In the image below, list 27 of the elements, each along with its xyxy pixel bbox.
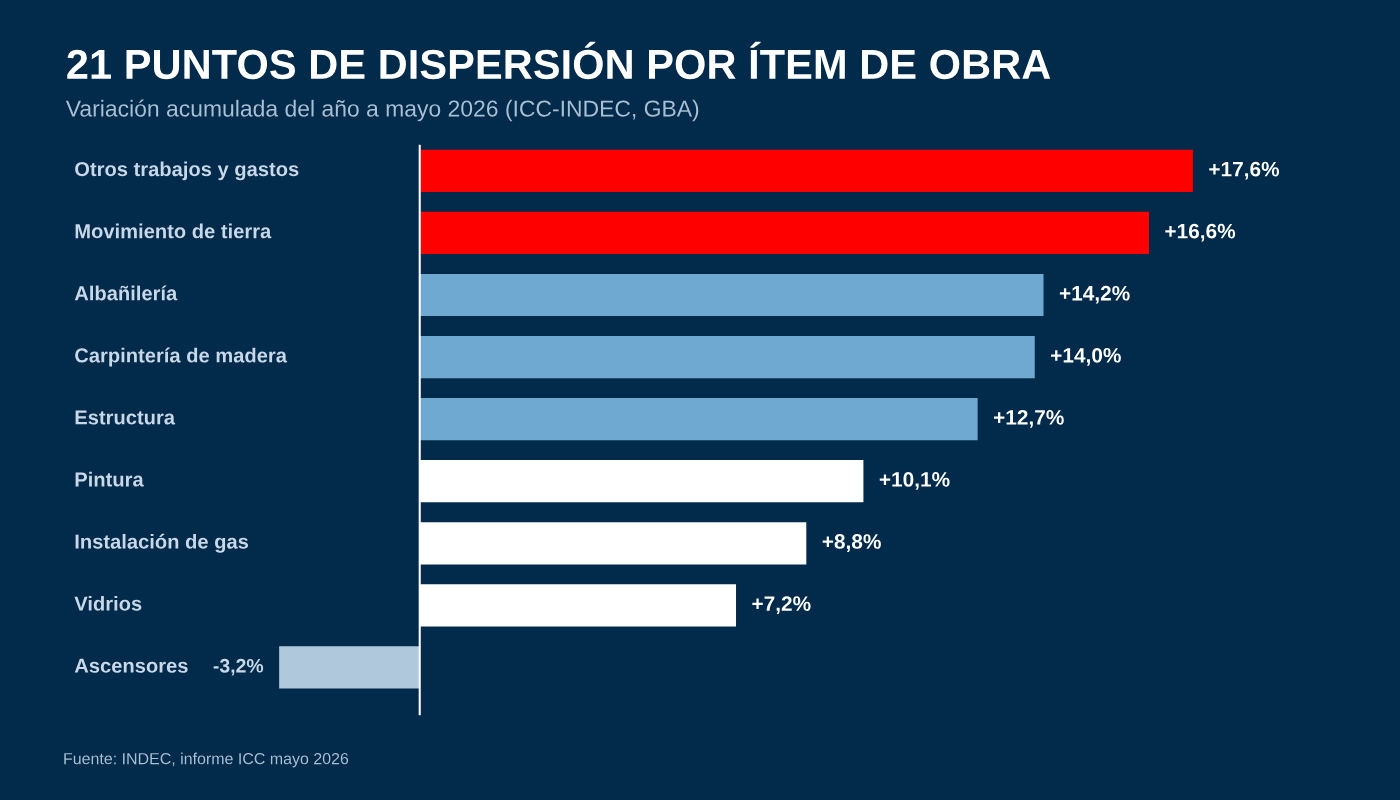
bar [419, 211, 1149, 255]
chart-title: 21 PUNTOS DE DISPERSIÓN POR ÍTEM DE OBRA [67, 41, 1051, 80]
y-tick-label: Movimiento de tierra [75, 223, 272, 239]
data-label: +14,2% [1059, 285, 1130, 304]
y-tick-label: Ascensores [74, 658, 188, 673]
bar [419, 273, 1044, 317]
y-tick-label: Carpintería de madera [75, 347, 288, 367]
source-note: Fuente: INDEC, informe ICC mayo 2026 [64, 752, 349, 768]
bar [419, 398, 978, 441]
data-label: +17,6% [1209, 161, 1280, 180]
data-label: -3,2% [213, 658, 264, 676]
y-tick-label: Albañilería [74, 285, 178, 301]
bar [419, 335, 1035, 379]
data-label: +16,6% [1165, 223, 1236, 242]
y-tick-label: Estructura [75, 410, 176, 425]
y-tick-label: Pintura [75, 471, 144, 487]
bar [419, 149, 1193, 192]
data-label: +12,7% [993, 409, 1064, 428]
y-tick-label: Otros trabajos y gastos [75, 161, 299, 181]
bar [279, 646, 420, 689]
data-label: +10,1% [879, 472, 950, 490]
y-tick-label: Vidrios [74, 595, 142, 611]
chart-subtitle: Variación acumulada del año a mayo 2026 (ICC-INDEC, GBA) [65, 99, 699, 122]
y-tick-label: Instalación de gas [75, 533, 249, 553]
data-label: +7,2% [752, 596, 811, 614]
data-label: +14,0% [1051, 347, 1121, 366]
data-label: +8,8% [822, 534, 881, 552]
